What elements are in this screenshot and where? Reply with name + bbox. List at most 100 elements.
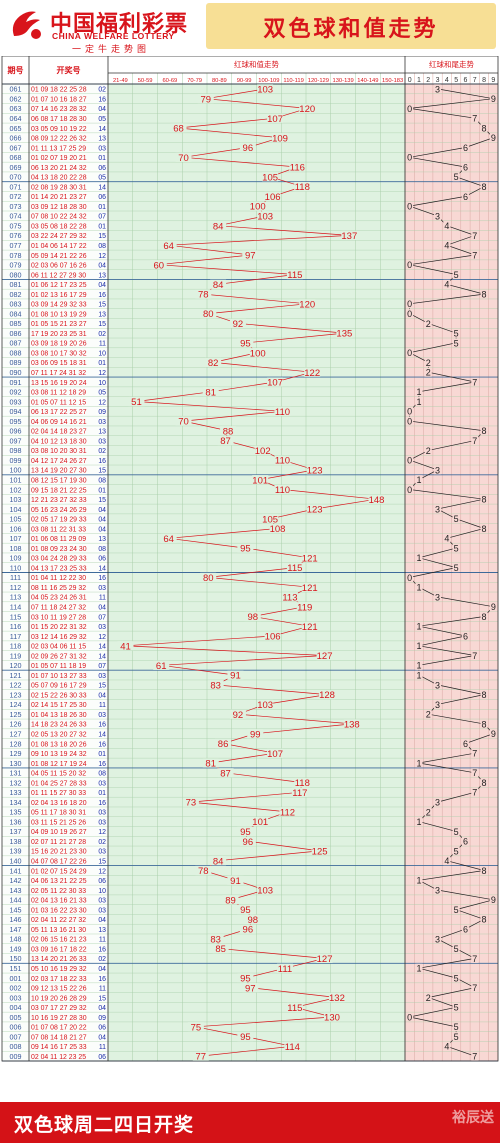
red-ball-numbers: 04 06 13 21 22 25 — [31, 878, 87, 885]
sum-value-label: 87 — [220, 768, 231, 779]
issue-column-header: 期号 — [8, 65, 24, 75]
issue-number: 131 — [10, 769, 22, 778]
tail-value-label: 7 — [472, 377, 477, 387]
red-ball-numbers: 05 11 13 16 21 30 — [31, 927, 86, 934]
red-ball-numbers: 04 05 11 15 20 32 — [31, 771, 86, 778]
tail-value-label: 1 — [416, 817, 421, 827]
tail-value-label-bg — [424, 367, 432, 377]
tail-value-label-bg — [480, 494, 488, 504]
blue-ball-number: 16 — [98, 292, 106, 299]
sum-value-label-bg — [160, 533, 177, 543]
watermark: 裕辰送 — [452, 1110, 494, 1126]
tail-value-label-bg — [415, 670, 423, 680]
issue-number: 088 — [10, 348, 22, 357]
tail-value-label-bg — [489, 94, 497, 104]
blue-ball-number: 10 — [98, 380, 106, 387]
issue-number: 117 — [10, 632, 21, 641]
blue-ball-number: 05 — [98, 175, 106, 182]
blue-ball-number: 01 — [98, 751, 106, 758]
title-banner: 双色球和值走势 — [206, 3, 496, 49]
blue-ball-number: 16 — [98, 946, 106, 953]
tail-value-label-bg — [415, 660, 423, 670]
blue-ball-number: 06 — [98, 165, 106, 172]
issue-number: 130 — [10, 759, 22, 768]
red-ball-numbers: 04 12 17 24 26 27 — [31, 458, 87, 465]
sum-value-label-bg — [237, 826, 254, 837]
sum-value-label-bg — [257, 699, 274, 709]
tail-value-label: 5 — [454, 1032, 459, 1042]
sum-value-label-bg — [202, 387, 219, 397]
red-ball-numbers: 01 14 20 21 23 27 — [31, 194, 87, 201]
tail-value-label: 3 — [435, 504, 440, 514]
red-ball-numbers: 04 07 08 17 22 26 — [31, 859, 87, 866]
tail-value-label-bg — [415, 387, 423, 397]
tail-value-label: 5 — [454, 563, 459, 573]
tail-value-label-bg — [415, 817, 423, 827]
sum-value-label: 41 — [120, 641, 131, 652]
blue-ball-number: 03 — [98, 898, 106, 905]
tail-value-label: 3 — [435, 885, 440, 895]
issue-number: 094 — [10, 407, 22, 416]
sum-value-label-bg — [281, 592, 298, 602]
sum-value-label-bg — [227, 670, 244, 680]
red-ball-numbers: 04 06 09 14 16 21 — [31, 419, 87, 426]
issue-number: 112 — [10, 583, 21, 592]
sum-value-label: 89 — [225, 895, 236, 906]
tail-value-label: 0 — [407, 485, 412, 495]
sum-value-label: 84 — [213, 221, 224, 232]
issue-number: 082 — [10, 290, 22, 299]
blue-ball-number: 06 — [98, 1025, 106, 1032]
sum-value-label: 135 — [336, 329, 352, 340]
issue-number: 069 — [10, 163, 22, 172]
blue-ball-number: 13 — [98, 429, 106, 436]
tail-value-label-bg — [471, 230, 479, 240]
red-ball-numbers: 02 04 11 22 27 32 — [31, 917, 86, 924]
blue-ball-number: 04 — [98, 526, 106, 533]
blue-ball-number: 13 — [98, 136, 106, 143]
tail-value-label-bg — [424, 992, 432, 1002]
tail-value-label: 5 — [454, 338, 459, 348]
red-ball-numbers: 03 11 15 21 25 26 — [31, 819, 86, 826]
sum-value-label-bg — [182, 797, 199, 807]
red-ball-numbers: 01 08 12 17 19 24 — [31, 761, 87, 768]
issue-number: 140 — [10, 857, 22, 866]
sum-value-label-bg — [227, 875, 244, 885]
red-ball-numbers: 03 07 17 27 29 32 — [31, 1005, 87, 1012]
tail-value-label-bg — [424, 357, 432, 367]
blue-ball-number: 04 — [98, 1034, 106, 1041]
sum-value-label-bg — [210, 856, 227, 866]
blue-ball-number: 04 — [98, 604, 106, 611]
sum-value-label-bg — [284, 1041, 301, 1051]
sum-value-label-bg — [301, 582, 318, 592]
red-ball-numbers: 10 19 20 26 28 29 — [31, 995, 87, 1002]
sum-range-label: 110-119 — [283, 78, 303, 84]
tail-value-label: 0 — [407, 299, 412, 309]
sum-value-label: 117 — [292, 788, 307, 799]
sum-value-label-bg — [239, 836, 256, 846]
blue-ball-number: 12 — [98, 634, 106, 641]
blue-ball-number: 03 — [98, 849, 106, 856]
tail-value-label: 0 — [407, 260, 412, 270]
sum-range-label: 70-79 — [187, 78, 202, 84]
issue-number: 099 — [10, 456, 22, 465]
issue-number: 105 — [10, 515, 22, 524]
red-ball-numbers: 03 05 08 18 22 28 — [31, 223, 87, 230]
sum-value-label-bg — [294, 181, 311, 192]
sum-range-label: 140-149 — [357, 78, 378, 84]
sum-value-label: 107 — [267, 114, 283, 125]
sum-value-label: 83 — [210, 680, 221, 691]
blue-ball-number: 15 — [98, 683, 106, 690]
issue-columns-background — [2, 56, 108, 1061]
sum-value-label: 138 — [344, 720, 360, 731]
red-ball-numbers: 03 09 12 18 28 30 — [31, 204, 87, 211]
issue-number: 061 — [10, 85, 22, 94]
sum-value-label: 127 — [317, 954, 333, 965]
issue-number: 067 — [10, 143, 22, 152]
sum-value-label-bg — [217, 768, 234, 778]
blue-ball-number: 15 — [98, 859, 106, 866]
sum-value-label-bg — [336, 328, 353, 338]
red-ball-numbers: 07 11 17 24 31 32 — [31, 370, 86, 377]
sum-value-label: 132 — [329, 993, 345, 1004]
blue-ball-number: 14 — [98, 653, 106, 660]
tail-value-label-bg — [452, 1022, 460, 1032]
